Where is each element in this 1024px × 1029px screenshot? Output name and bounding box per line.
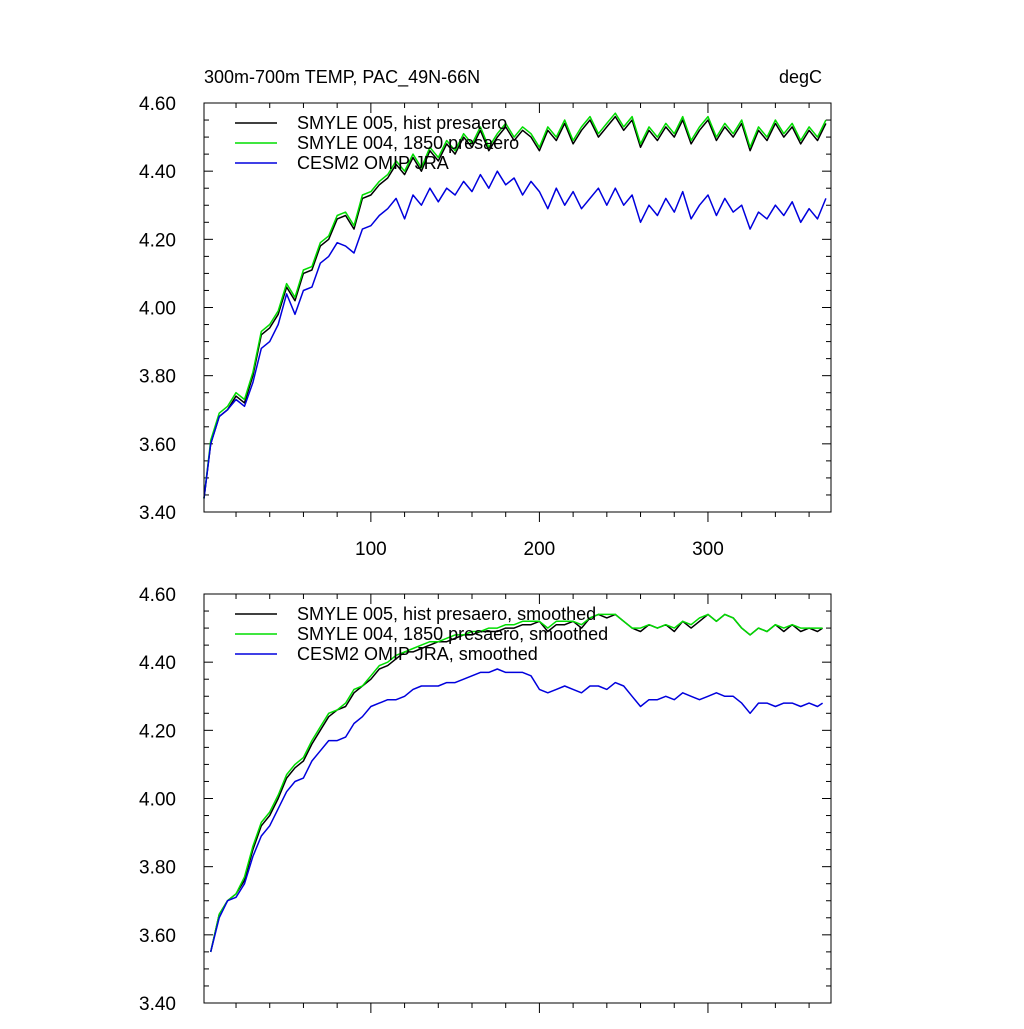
legend-label-0: SMYLE 005, hist presaero: [297, 113, 507, 133]
ytick-label: 4.00: [139, 790, 176, 811]
ytick-label: 3.80: [139, 858, 176, 879]
series-line-1: [203, 112, 827, 499]
ytick-label: 4.20: [139, 230, 176, 251]
legend-label-2: CESM2 OMIP JRA, smoothed: [297, 644, 538, 664]
series-line-0: [203, 115, 827, 499]
ytick-label: 3.60: [139, 435, 176, 456]
ytick-label: 4.40: [139, 162, 176, 183]
series-line-2: [203, 170, 827, 499]
ytick-label: 4.60: [139, 94, 176, 115]
ytick-label: 4.40: [139, 653, 176, 674]
xtick-label: 100: [355, 539, 387, 560]
legend-label-0: SMYLE 005, hist presaero, smoothed: [297, 604, 596, 624]
ytick-label: 4.20: [139, 721, 176, 742]
legend-label-1: SMYLE 004, 1850 presaero, smoothed: [297, 624, 608, 644]
ytick-label: 3.40: [139, 503, 176, 524]
ytick-label: 4.60: [139, 585, 176, 606]
panel-top: 300m-700m TEMP, PAC_49N-66N degC 3.40 3.6…: [139, 67, 832, 560]
panel-bottom-frame: [203, 593, 832, 1004]
series-line-1: [209, 613, 823, 953]
ytick-label: 3.40: [139, 994, 176, 1015]
xtick-label: 300: [692, 539, 724, 560]
ytick-label: 3.60: [139, 926, 176, 947]
series-line-0: [209, 613, 824, 953]
panel-bottom: 3.40 3.60 3.80 4.00 4.20 4.40 4.60 SMYLE 005, …: [139, 585, 832, 1015]
ytick-label: 4.00: [139, 299, 176, 320]
panel-top-title: 300m-700m TEMP, PAC_49N-66N: [204, 67, 480, 88]
series-line-2: [209, 668, 824, 953]
panel-top-units: degC: [779, 67, 822, 87]
panel-top-frame: [203, 102, 832, 513]
ytick-label: 3.80: [139, 367, 176, 388]
legend-label-2: CESM2 OMIP JRA: [297, 153, 449, 173]
xtick-label: 200: [524, 539, 556, 560]
legend-label-1: SMYLE 004, 1850 presaero: [297, 133, 519, 153]
